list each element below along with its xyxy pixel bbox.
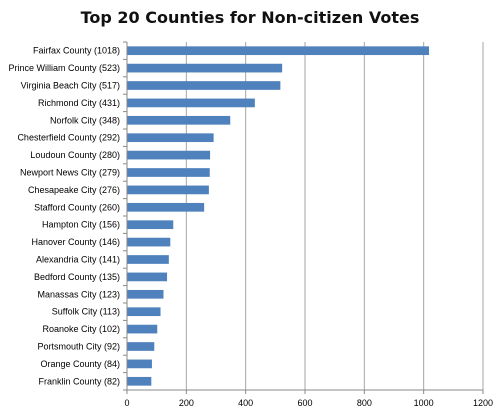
x-tick-label-5: 1000 (414, 398, 434, 408)
bar-6 (127, 150, 211, 160)
category-label-5: Chesterfield County (292) (17, 133, 120, 143)
bar-4 (127, 115, 231, 125)
bar-1 (127, 63, 283, 73)
category-label-15: Suffolk City (113) (52, 307, 120, 317)
bar-9 (127, 202, 205, 212)
bar-12 (127, 255, 169, 264)
bar-18 (127, 359, 152, 369)
bar-3 (127, 98, 255, 108)
bar-8 (127, 185, 209, 195)
bar-0 (127, 46, 430, 56)
category-label-14: Manassas City (123) (37, 289, 120, 299)
category-label-17: Portsmouth City (92) (37, 342, 120, 352)
bar-7 (127, 168, 210, 177)
bar-11 (127, 237, 171, 247)
category-label-19: Franklin County (82) (38, 376, 120, 386)
category-label-10: Hampton City (156) (42, 220, 120, 230)
category-label-3: Richmond City (431) (38, 98, 120, 108)
category-label-12: Alexandria City (141) (36, 255, 120, 265)
x-tick-label-3: 600 (297, 398, 312, 408)
x-tick-label-0: 0 (124, 398, 129, 408)
bar-14 (127, 289, 164, 299)
bar-15 (127, 307, 161, 317)
category-label-7: Newport News City (279) (20, 168, 120, 178)
bar-19 (127, 376, 152, 386)
category-label-11: Hanover County (146) (31, 237, 120, 247)
category-label-6: Loudoun County (280) (30, 150, 120, 160)
bar-17 (127, 342, 155, 351)
bar-16 (127, 324, 158, 334)
category-label-2: Virginia Beach City (517) (21, 81, 120, 91)
category-label-18: Orange County (84) (40, 359, 120, 369)
category-label-1: Prince William County (523) (8, 63, 120, 73)
category-label-0: Fairfax County (1018) (33, 46, 120, 56)
category-label-4: Norfolk City (348) (50, 115, 120, 125)
bar-10 (127, 220, 174, 230)
category-label-8: Chesapeake City (276) (28, 185, 120, 195)
chart-title: Top 20 Counties for Non-citizen Votes (80, 8, 420, 27)
bar-2 (127, 81, 281, 90)
category-label-9: Stafford County (260) (34, 202, 120, 212)
category-label-16: Roanoke City (102) (42, 324, 120, 334)
bar-5 (127, 133, 214, 143)
x-tick-label-1: 200 (179, 398, 194, 408)
bar-13 (127, 272, 168, 282)
x-tick-label-6: 1200 (473, 398, 493, 408)
category-label-13: Bedford County (135) (34, 272, 120, 282)
x-tick-label-2: 400 (238, 398, 253, 408)
x-tick-label-4: 800 (357, 398, 372, 408)
